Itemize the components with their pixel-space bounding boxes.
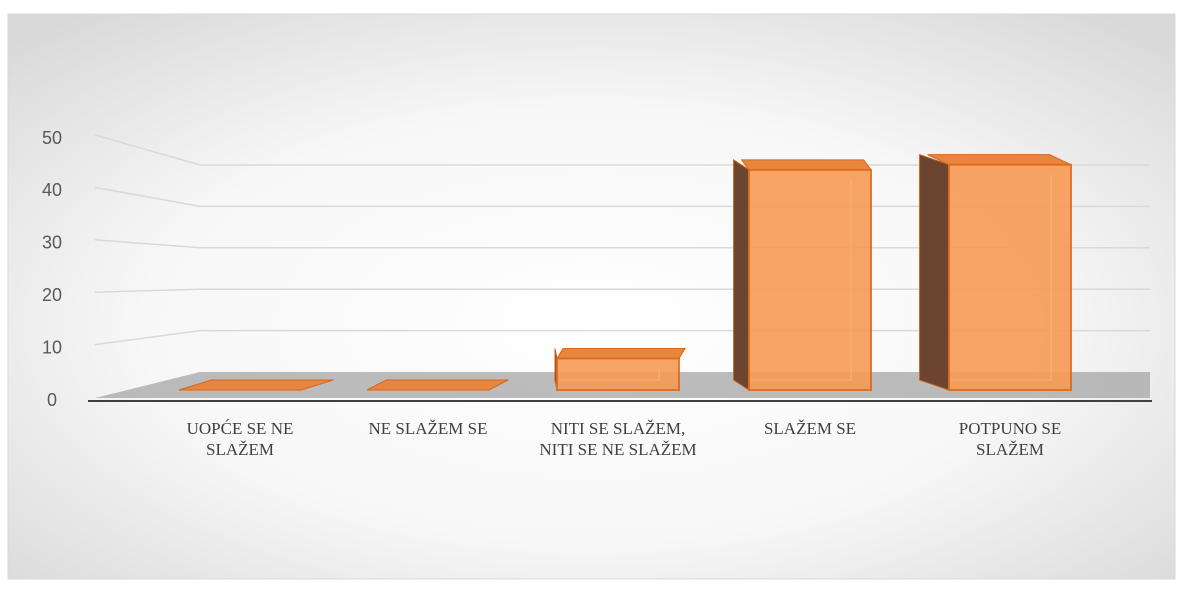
bar-edge: [951, 174, 1052, 381]
bar-top: [178, 379, 334, 391]
x-tick-label: NE SLAŽEM SE: [368, 419, 488, 438]
bar: [178, 379, 334, 391]
bar-front: [748, 168, 872, 391]
bar: [554, 348, 686, 391]
bar: [919, 153, 1072, 391]
x-tick-label: SLAŽEM SE: [763, 419, 857, 438]
bar-edge: [751, 179, 852, 381]
bar-top: [927, 154, 1072, 166]
y-tick-label: 0: [47, 390, 57, 410]
bar-side: [919, 153, 950, 391]
y-tick-label: 10: [42, 337, 62, 357]
bar-front: [948, 163, 1072, 391]
x-tick-label: UOPĆE SE NE SLAŽEM: [186, 419, 294, 459]
bar-side: [733, 158, 750, 391]
y-tick-label: 20: [42, 285, 62, 305]
bar: [733, 158, 872, 391]
bar-edge: [559, 368, 660, 381]
y-tick-label: 40: [42, 180, 62, 200]
bar-top: [366, 379, 509, 391]
y-tick-label: 30: [42, 233, 62, 253]
bar: [366, 379, 509, 391]
x-tick-label: NITI SE SLAŽEM, NITI SE NE SLAŽEM: [539, 419, 697, 459]
bar-top: [740, 159, 872, 171]
bar-front: [556, 357, 680, 391]
x-tick-label: POTPUNO SE SLAŽEM: [958, 419, 1062, 459]
y-tick-label: 50: [42, 128, 62, 148]
bar-top: [556, 348, 686, 360]
